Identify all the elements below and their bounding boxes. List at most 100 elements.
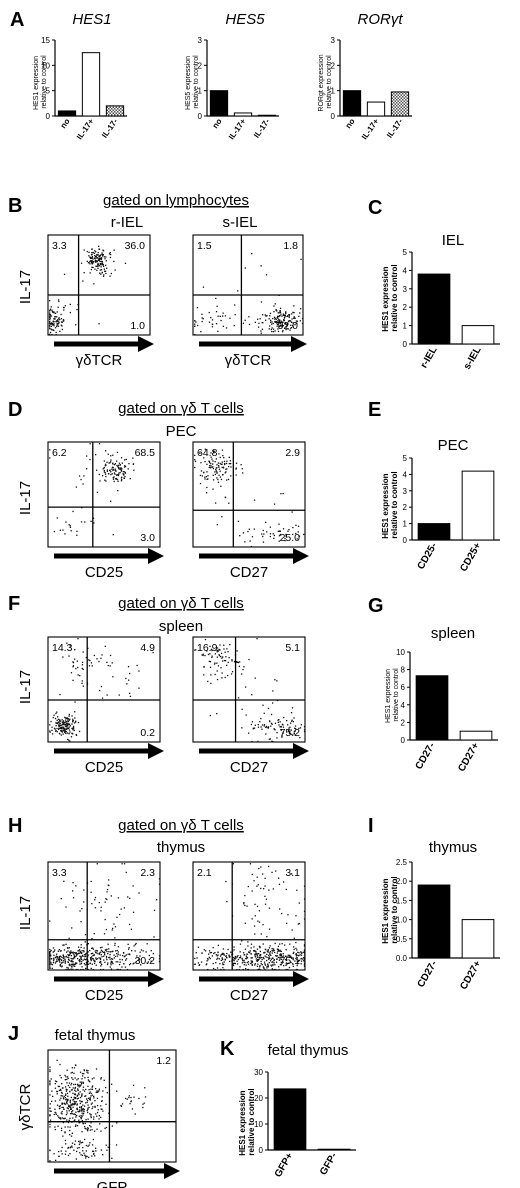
event-dot: [123, 477, 125, 479]
event-dot: [70, 1135, 73, 1137]
event-dot: [100, 273, 102, 275]
quadrant-upper-right: 2.3: [140, 867, 155, 879]
event-dot: [265, 319, 267, 321]
event-dot: [199, 482, 202, 485]
event-dot: [296, 322, 298, 324]
event-dot: [80, 1118, 82, 1120]
event-dot: [59, 720, 62, 722]
event-dot: [293, 312, 295, 314]
event-dot: [91, 963, 93, 965]
y-tick-label: 4: [403, 266, 408, 275]
axis-arrow-shaft: [54, 1168, 164, 1174]
chart-a3-rorgt: RORγt RORgt expression relative to contr…: [318, 11, 412, 141]
event-dot: [84, 956, 86, 958]
event-dot: [68, 726, 70, 728]
event-dot: [103, 265, 105, 268]
event-dot: [273, 962, 275, 964]
event-dot: [71, 1132, 73, 1134]
event-dot: [85, 1157, 87, 1159]
quadrant-lower-right: 3.0: [140, 532, 155, 544]
event-dot: [80, 946, 82, 949]
event-dot: [69, 1129, 71, 1132]
event-dot: [265, 521, 267, 523]
event-dot: [51, 967, 53, 969]
event-dot: [58, 957, 60, 959]
event-dot: [209, 661, 212, 663]
event-dot: [88, 1089, 90, 1091]
event-dot: [106, 470, 108, 472]
event-dot: [81, 682, 83, 684]
event-dot: [276, 325, 278, 327]
event-dot: [65, 1093, 67, 1095]
category-label: IL-17+: [75, 117, 96, 142]
event-dot: [91, 1088, 94, 1090]
event-dot: [108, 462, 110, 464]
event-dot: [250, 947, 252, 949]
event-dot: [280, 493, 282, 495]
event-dot: [221, 657, 223, 659]
event-dot: [236, 968, 238, 971]
event-dot: [100, 1108, 102, 1110]
event-dot: [290, 320, 292, 322]
event-dot: [79, 958, 81, 961]
event-dot: [85, 1144, 88, 1147]
event-dot: [90, 880, 92, 883]
event-dot: [293, 948, 295, 950]
event-dot: [64, 1126, 66, 1128]
event-dot: [224, 958, 226, 961]
event-dot: [143, 1102, 145, 1104]
event-dot: [81, 1120, 83, 1122]
event-dot: [80, 1105, 83, 1108]
event-dot: [158, 883, 161, 885]
event-dot: [291, 929, 293, 931]
event-dot: [64, 1117, 66, 1119]
event-dot: [72, 1098, 75, 1100]
y-tick-label: 2.0: [396, 877, 408, 886]
event-dot: [277, 315, 279, 317]
bar: [417, 273, 451, 345]
event-dot: [268, 318, 270, 320]
event-dot: [262, 924, 264, 926]
event-dot: [267, 949, 269, 951]
event-dot: [303, 910, 306, 912]
event-dot: [129, 1103, 131, 1105]
event-dot: [266, 959, 268, 962]
event-dot: [96, 952, 98, 954]
event-dot: [279, 311, 281, 314]
event-dot: [263, 712, 265, 714]
event-dot: [271, 961, 273, 963]
event-dot: [245, 686, 247, 688]
event-dot: [65, 1099, 67, 1101]
event-dot: [295, 955, 298, 957]
y-tick-label: 0.0: [396, 954, 408, 963]
event-dot: [84, 521, 86, 523]
event-dot: [81, 1094, 83, 1096]
event-dot: [218, 453, 220, 455]
event-dot: [67, 718, 70, 720]
event-dot: [281, 912, 283, 915]
category-label: no: [211, 117, 224, 130]
event-dot: [94, 961, 96, 963]
event-dot: [299, 320, 301, 322]
event-dot: [54, 327, 57, 329]
event-dot: [208, 321, 211, 323]
event-dot: [62, 722, 64, 724]
event-dot: [295, 958, 298, 960]
event-dot: [82, 651, 84, 653]
event-dot: [77, 950, 79, 952]
event-dot: [51, 1100, 53, 1102]
event-dot: [94, 1100, 96, 1102]
event-dot: [115, 955, 117, 958]
event-dot: [59, 1063, 61, 1066]
event-dot: [123, 956, 126, 958]
event-dot: [56, 953, 58, 955]
event-dot: [95, 1068, 98, 1070]
plot-frame: [192, 636, 306, 743]
event-dot: [82, 1104, 84, 1106]
event-dot: [85, 1102, 87, 1104]
event-dot: [103, 959, 105, 961]
event-dot: [158, 961, 161, 963]
y-axis-label: IL-17: [17, 896, 34, 930]
event-dot: [267, 966, 269, 968]
